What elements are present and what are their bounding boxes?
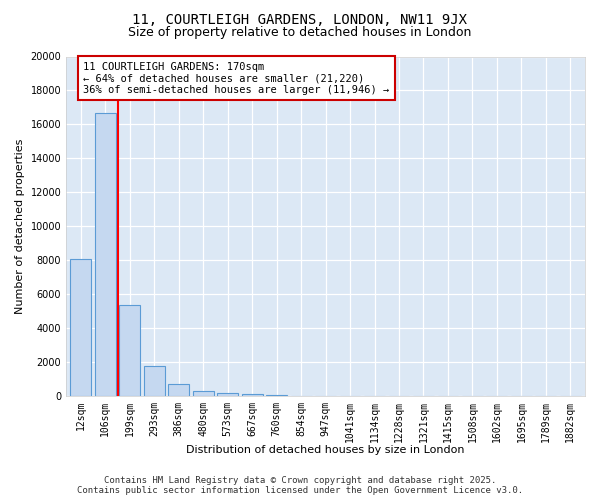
Y-axis label: Number of detached properties: Number of detached properties (15, 138, 25, 314)
Text: Size of property relative to detached houses in London: Size of property relative to detached ho… (128, 26, 472, 39)
Bar (95, 112, 116, 396)
X-axis label: Distribution of detached houses by size in London: Distribution of detached houses by size … (187, 445, 465, 455)
Bar (217, 393, 238, 396)
Bar (70, 258, 91, 396)
Bar (242, 394, 263, 396)
Text: Contains HM Land Registry data © Crown copyright and database right 2025.
Contai: Contains HM Land Registry data © Crown c… (77, 476, 523, 495)
Bar (144, 366, 164, 396)
Text: 11, COURTLEIGH GARDENS, LONDON, NW11 9JX: 11, COURTLEIGH GARDENS, LONDON, NW11 9JX (133, 12, 467, 26)
Text: 11 COURTLEIGH GARDENS: 170sqm
← 64% of detached houses are smaller (21,220)
36% : 11 COURTLEIGH GARDENS: 170sqm ← 64% of d… (83, 62, 389, 95)
Bar (119, 306, 140, 396)
Bar (193, 391, 214, 396)
Bar (169, 384, 189, 396)
